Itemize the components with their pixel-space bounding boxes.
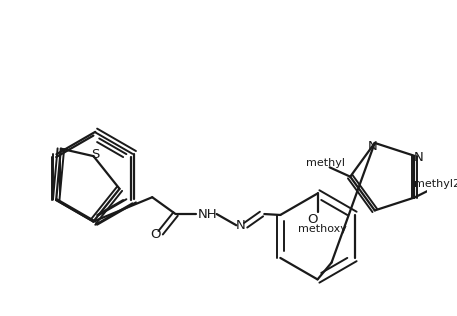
Text: methyl2: methyl2: [414, 179, 457, 189]
Text: NH: NH: [197, 208, 217, 221]
Text: N: N: [413, 151, 423, 164]
Text: N: N: [368, 140, 378, 153]
Text: methoxy: methoxy: [298, 224, 347, 234]
Text: O: O: [308, 213, 318, 226]
Text: O: O: [150, 228, 160, 241]
Text: S: S: [91, 148, 100, 161]
Text: methyl: methyl: [307, 158, 345, 168]
Text: N: N: [236, 219, 246, 232]
